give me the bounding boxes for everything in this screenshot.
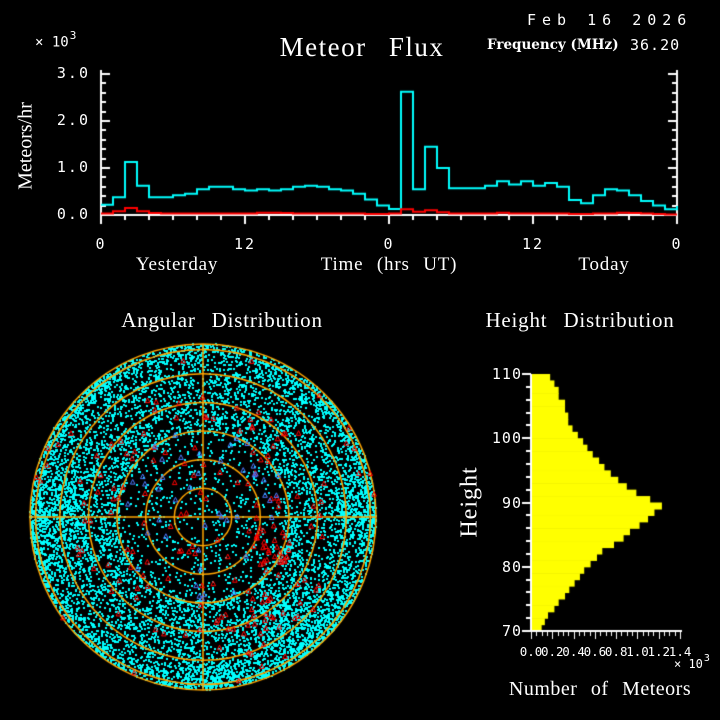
- xaxis-annotation-yesterday: Yesterday: [135, 254, 219, 275]
- height-x-scale-mantissa: × 10: [674, 657, 703, 671]
- flux-ylabel: Meteors/hr: [14, 102, 37, 190]
- flux-plot-canvas: [85, 60, 715, 235]
- flux-ytick-label: 3.0: [56, 64, 90, 82]
- frequency-label: Frequency (MHz): [487, 37, 619, 53]
- flux-xtick-label: 12: [233, 235, 257, 253]
- height-x-scale-exponent: 3: [703, 653, 710, 664]
- height-ytick-label: 110: [491, 365, 522, 383]
- angular-plot-canvas: [15, 330, 395, 710]
- flux-xtick-label: 0: [671, 235, 683, 253]
- height-xtick-label: 0.6: [583, 644, 607, 659]
- angular-title: Angular Distribution: [121, 308, 323, 332]
- flux-y-scale-label: × 103: [35, 29, 77, 51]
- height-xtick-label: 0.2: [541, 644, 564, 659]
- height-ytick-label: 100: [491, 429, 522, 448]
- flux-xtick-label: 0: [95, 235, 107, 253]
- height-xtick-label: 0.8: [604, 644, 628, 659]
- height-ytick-label: 80: [501, 557, 522, 576]
- height-xtick-label: 1.2: [647, 644, 671, 659]
- xaxis-annotation-today: Today: [578, 254, 630, 275]
- xaxis-annotation-time: Time (hrs UT): [320, 254, 458, 275]
- height-xlabel: Number of Meteors: [508, 678, 692, 700]
- height-x-scale-label: × 103: [674, 653, 710, 671]
- flux-y-scale-mantissa: × 10: [35, 34, 69, 51]
- height-xtick-label: 1.4: [668, 644, 692, 659]
- flux-xtick-label: 0: [383, 235, 395, 253]
- flux-ytick-label: 0.0: [56, 205, 90, 223]
- height-ytick-label: 70: [501, 622, 522, 640]
- page-title: Meteor Flux: [279, 32, 445, 62]
- height-xtick-label: 0.0: [519, 644, 543, 659]
- height-title: Height Distribution: [485, 308, 675, 332]
- height-xtick-label: 0.4: [562, 644, 585, 659]
- observation-date: Feb 16 2026: [527, 11, 693, 29]
- height-ytick-label: 90: [501, 493, 522, 512]
- flux-xtick-label: 12: [521, 235, 545, 253]
- flux-ytick-label: 2.0: [56, 111, 90, 129]
- height-xtick-label: 1.0: [626, 644, 649, 659]
- flux-y-scale-exponent: 3: [69, 29, 77, 42]
- frequency-value: 36.20: [630, 36, 681, 54]
- flux-ytick-label: 1.0: [56, 158, 90, 176]
- height-plot-canvas: [445, 360, 720, 650]
